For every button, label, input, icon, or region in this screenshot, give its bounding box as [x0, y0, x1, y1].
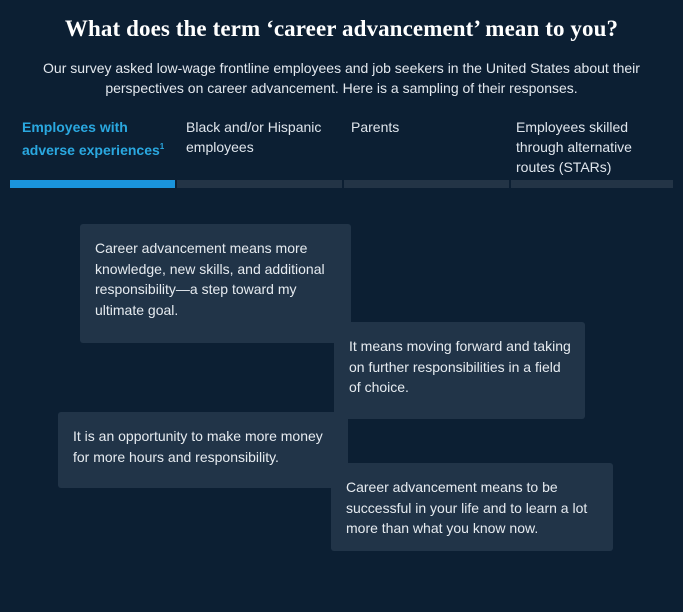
tab-indicator[interactable]: [177, 180, 342, 188]
quote-text: Career advancement means more knowledge,…: [95, 240, 325, 318]
quote-card: Career advancement means more knowledge,…: [80, 224, 351, 343]
quote-card: Career advancement means to be successfu…: [331, 463, 613, 551]
quote-text: It means moving forward and taking on fu…: [349, 338, 571, 395]
quote-card: It means moving forward and taking on fu…: [334, 322, 585, 419]
tab-indicator-active[interactable]: [10, 180, 175, 188]
quote-card: It is an opportunity to make more money …: [58, 412, 348, 488]
tab-indicator[interactable]: [511, 180, 673, 188]
footnote-marker: 1: [159, 142, 165, 151]
tab-label: Parents: [351, 119, 400, 135]
page-subtitle: Our survey asked low-wage frontline empl…: [43, 60, 640, 96]
tab-stars[interactable]: Employees skilled through alternative ro…: [516, 117, 651, 177]
page-title: What does the term ‘career advancement’ …: [64, 16, 619, 41]
tab-indicator[interactable]: [344, 180, 509, 188]
quote-text: Career advancement means to be successfu…: [346, 479, 588, 536]
quote-text: It is an opportunity to make more money …: [73, 428, 323, 465]
tab-label: Black and/or Hispanic employees: [186, 119, 322, 155]
tab-adverse-experiences[interactable]: Employees with adverse experiences1: [22, 117, 172, 160]
tab-black-hispanic-employees[interactable]: Black and/or Hispanic employees: [186, 117, 326, 157]
tab-label: Employees with adverse experiences: [22, 119, 160, 158]
tab-parents[interactable]: Parents: [351, 117, 491, 137]
tab-label: Employees skilled through alternative ro…: [516, 119, 632, 175]
